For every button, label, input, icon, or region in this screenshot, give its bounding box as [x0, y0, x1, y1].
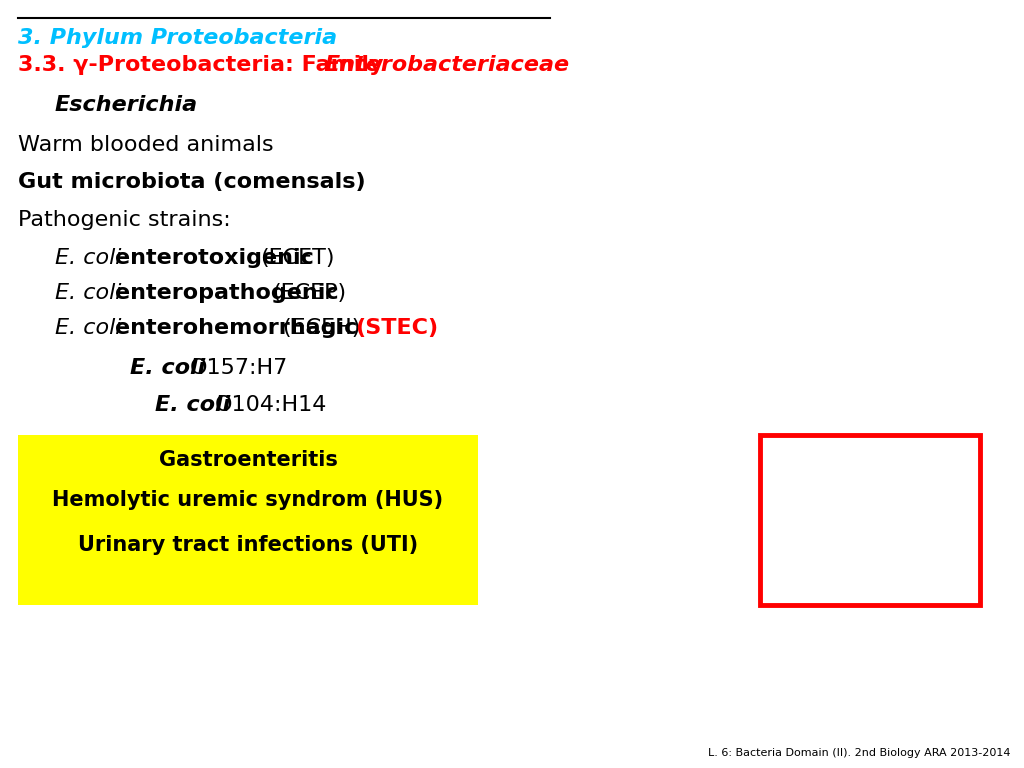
Text: enteropathogenic: enteropathogenic	[115, 283, 339, 303]
Text: Escherichia: Escherichia	[55, 95, 198, 115]
Text: Hemolytic uremic syndrom (HUS): Hemolytic uremic syndrom (HUS)	[52, 490, 443, 510]
Text: Gut microbiota (comensals): Gut microbiota (comensals)	[18, 172, 366, 192]
Text: (STEC): (STEC)	[355, 318, 438, 338]
Text: enterotoxigenic: enterotoxigenic	[115, 248, 314, 268]
Text: E. coli: E. coli	[55, 318, 122, 338]
Text: Enterobacteriaceae: Enterobacteriaceae	[325, 55, 570, 75]
Text: Gastroenteritis: Gastroenteritis	[159, 450, 338, 470]
Text: O104:H14: O104:H14	[215, 395, 328, 415]
Text: 3. Phylum Proteobacteria: 3. Phylum Proteobacteria	[18, 28, 337, 48]
Text: E. coli: E. coli	[55, 248, 122, 268]
Text: (ECEP): (ECEP)	[272, 283, 346, 303]
Text: Pathogenic strains:: Pathogenic strains:	[18, 210, 230, 230]
Text: 3.3. γ-Proteobacteria: Family: 3.3. γ-Proteobacteria: Family	[18, 55, 391, 75]
Text: Warm blooded animals: Warm blooded animals	[18, 135, 273, 155]
Text: L. 6: Bacteria Domain (II). 2nd Biology ARA 2013-2014: L. 6: Bacteria Domain (II). 2nd Biology …	[708, 748, 1010, 758]
Text: (ECET): (ECET)	[260, 248, 335, 268]
Text: O157:H7: O157:H7	[190, 358, 288, 378]
Text: Urinary tract infections (UTI): Urinary tract infections (UTI)	[78, 535, 418, 555]
Text: enterohemorrhagic: enterohemorrhagic	[115, 318, 357, 338]
Text: E. coli: E. coli	[130, 358, 205, 378]
Text: E. coli: E. coli	[55, 283, 122, 303]
Text: (ECEH): (ECEH)	[283, 318, 375, 338]
Text: E. coli: E. coli	[155, 395, 230, 415]
